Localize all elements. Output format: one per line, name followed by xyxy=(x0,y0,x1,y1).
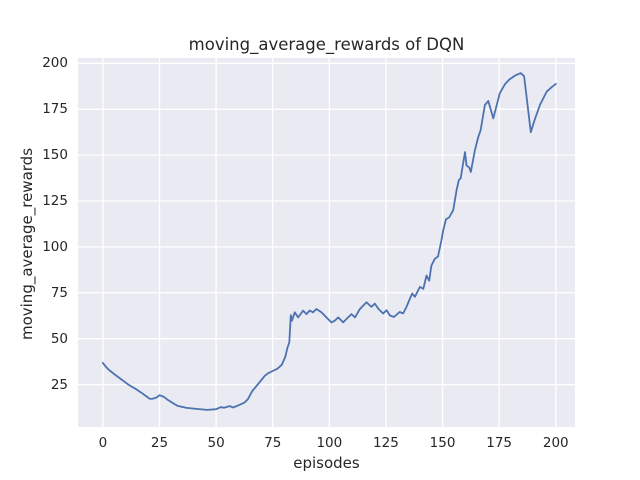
x-tick-label: 150 xyxy=(429,435,456,451)
y-axis-label: moving_average_rewards xyxy=(18,147,36,341)
x-tick-label: 50 xyxy=(207,435,225,451)
x-axis-label: episodes xyxy=(293,454,360,472)
chart-title: moving_average_rewards of DQN xyxy=(188,35,465,54)
y-tick-label: 50 xyxy=(50,330,68,347)
x-tick-label: 175 xyxy=(486,435,513,451)
y-tick-label: 200 xyxy=(42,55,68,72)
y-tick-label: 175 xyxy=(42,101,68,118)
y-tick-label: 125 xyxy=(42,193,68,209)
y-tick-label: 150 xyxy=(42,147,68,164)
y-tick-label: 75 xyxy=(50,284,68,301)
y-tick-label: 25 xyxy=(50,376,68,393)
x-tick-label: 200 xyxy=(542,435,569,451)
x-tick-label: 0 xyxy=(98,435,108,451)
line-chart-svg xyxy=(78,58,575,427)
y-tick-label: 100 xyxy=(42,238,68,255)
x-tick-label: 75 xyxy=(264,435,282,451)
x-tick-label: 100 xyxy=(316,435,343,451)
plot-area xyxy=(78,58,575,427)
x-tick-label: 25 xyxy=(150,435,169,451)
x-tick-label: 125 xyxy=(373,435,399,451)
data-line-series xyxy=(101,72,557,411)
